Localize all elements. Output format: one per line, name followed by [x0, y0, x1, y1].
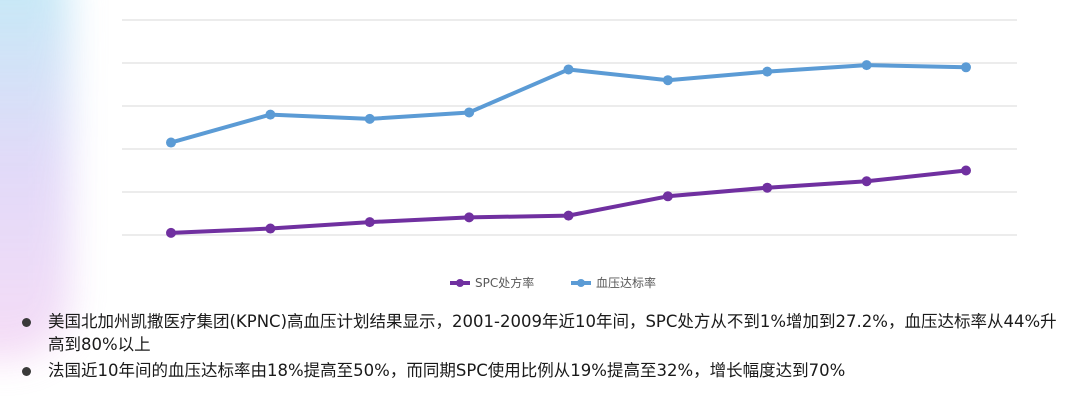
bullet-item: 法国近10年间的血压达标率由18%提高至50%，而同期SPC使用比例从19%提高…: [22, 359, 1062, 382]
data-point: [563, 64, 574, 75]
data-point: [861, 60, 872, 71]
series-line: [169, 63, 968, 145]
data-point: [166, 227, 176, 238]
bullet-list: 美国北加州凯撒医疗集团(KPNC)高血压计划结果显示，2001-2009年近10…: [22, 310, 1062, 385]
bullet-dot: [22, 318, 31, 327]
data-point: [265, 223, 276, 234]
legend-label: SPC处方率: [475, 275, 534, 290]
data-point: [662, 75, 673, 86]
data-point: [662, 191, 673, 202]
data-point: [464, 107, 475, 118]
bullet-text: 美国北加州凯撒医疗集团(KPNC)高血压计划结果显示，2001-2009年近10…: [48, 312, 1057, 354]
data-point: [265, 109, 276, 120]
series-line: [169, 168, 968, 235]
data-point: [464, 212, 475, 223]
data-point: [364, 113, 375, 124]
bullet-dot: [22, 367, 31, 376]
line-chart: SPC处方率 血压达标率: [122, 19, 1017, 290]
legend-marker: [577, 279, 585, 287]
data-point: [762, 182, 773, 193]
data-point: [364, 217, 375, 228]
data-point: [961, 62, 971, 73]
legend-label: 血压达标率: [596, 275, 656, 290]
decorative-glow: [0, 0, 70, 360]
data-point: [861, 176, 872, 187]
data-point: [166, 137, 176, 148]
data-point: [762, 66, 773, 77]
legend: SPC处方率 血压达标率: [450, 275, 656, 290]
series-lines: [166, 60, 971, 238]
bullet-text: 法国近10年间的血压达标率由18%提高至50%，而同期SPC使用比例从19%提高…: [48, 361, 846, 380]
gridlines: [122, 19, 1017, 236]
bullet-item: 美国北加州凯撒医疗集团(KPNC)高血压计划结果显示，2001-2009年近10…: [22, 310, 1062, 356]
data-point: [563, 210, 574, 221]
legend-marker: [456, 279, 464, 287]
data-point: [961, 165, 971, 176]
